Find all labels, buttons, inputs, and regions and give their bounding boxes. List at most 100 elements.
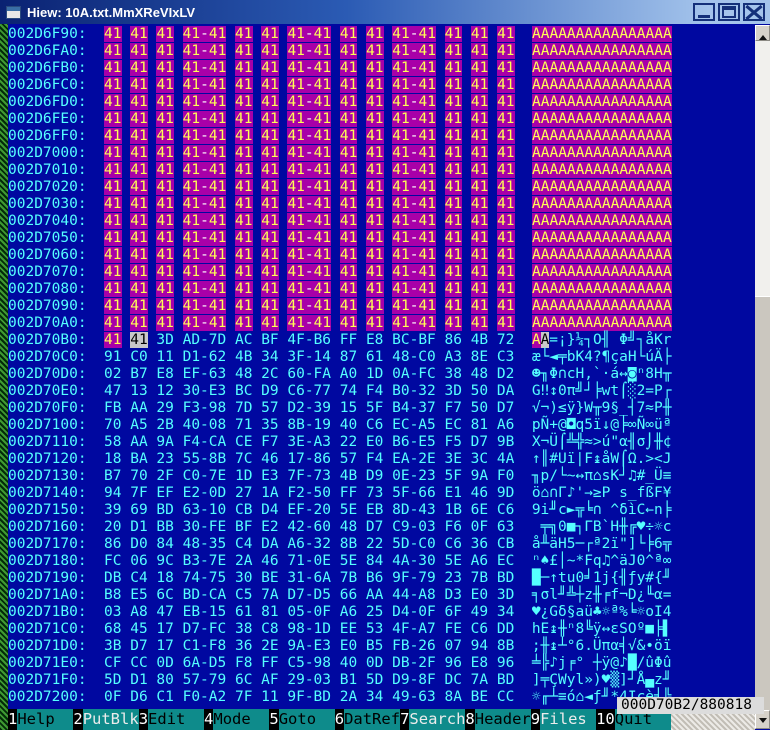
- hex-row[interactable]: 002D7120: 18 BA 23 55-8B 7C 46 17-86 57 …: [8, 451, 755, 468]
- row-hex-bytes[interactable]: 41 41 41 41-41 41 41 41-41 41 41 41-41 4…: [104, 196, 515, 212]
- row-ascii[interactable]: AAAAAAAAAAAAAAAA: [532, 264, 672, 280]
- row-ascii[interactable]: ╧╠♪j╒° ┼ÿ@♪█/ûΦû: [531, 655, 672, 671]
- row-hex-bytes[interactable]: 18 BA 23 55-8B 7C 46 17-86 57 F4 EA-2E 3…: [104, 451, 515, 467]
- row-hex-bytes[interactable]: 41 41 41 41-41 41 41 41-41 41 41 41-41 4…: [104, 77, 515, 93]
- hex-row[interactable]: 002D7020: 41 41 41 41-41 41 41 41-41 41 …: [8, 179, 755, 196]
- row-hex-bytes[interactable]: DB C4 18 74-75 30 BE 31-6A 7B B6 9F-79 2…: [104, 570, 515, 586]
- maximize-icon[interactable]: [718, 3, 740, 21]
- row-hex-bytes[interactable]: 41 41 41 41-41 41 41 41-41 41 41 41-41 4…: [104, 298, 515, 314]
- window-resize-border[interactable]: [0, 24, 8, 730]
- row-ascii[interactable]: AAAAAAAAAAAAAAAA: [532, 145, 672, 161]
- fkey-10-quit[interactable]: 10 Quit: [596, 709, 671, 730]
- row-ascii[interactable]: ╖p/└~↔π⌂sK┘♫#_Ü≡: [531, 468, 672, 484]
- hex-row[interactable]: 002D7150: 39 69 BD 63-10 CB D4 EF-20 5E …: [8, 502, 755, 519]
- row-ascii[interactable]: ╤╗0■┐ΓB`H╫╔♥÷☼c: [531, 519, 672, 535]
- row-hex-bytes[interactable]: CF CC 0D 6A-D5 F8 FF C5-98 40 0D DB-2F 9…: [104, 655, 515, 671]
- row-ascii[interactable]: AA=¡}¼┐O╢ Φ╝┐åKr: [531, 332, 672, 348]
- row-ascii[interactable]: AAAAAAAAAAAAAAAA: [532, 196, 672, 212]
- row-hex-bytes[interactable]: B7 70 2F C0-7E 1D E3 7F-73 4B D9 0E-23 5…: [104, 468, 515, 484]
- hex-row[interactable]: 002D7130: B7 70 2F C0-7E 1D E3 7F-73 4B …: [8, 468, 755, 485]
- titlebar[interactable]: Hiew: 10A.txt.MmXReVIxLV: [0, 0, 770, 24]
- row-ascii[interactable]: hE↨╫ⁿ8╚ÿ↔εSOº■╞▌: [531, 621, 672, 637]
- hex-row[interactable]: 002D7100: 70 A5 2B 40-08 71 35 8B-19 40 …: [8, 417, 755, 434]
- hex-row[interactable]: 002D6FC0: 41 41 41 41-41 41 41 41-41 41 …: [8, 77, 755, 94]
- row-ascii[interactable]: ☻╖Φ∩cH,`·á↔◙ⁿ8H╥: [531, 366, 672, 382]
- fkey-6-datref[interactable]: 6 DatRef: [334, 709, 400, 730]
- hex-row[interactable]: 002D6FA0: 41 41 41 41-41 41 41 41-41 41 …: [8, 43, 755, 60]
- row-ascii[interactable]: AAAAAAAAAAAAAAAA: [532, 298, 672, 314]
- row-ascii[interactable]: AAAAAAAAAAAAAAAA: [532, 247, 672, 263]
- row-ascii[interactable]: AAAAAAAAAAAAAAAA: [532, 213, 672, 229]
- fkey-7-search[interactable]: 7 Search: [400, 709, 465, 730]
- row-hex-bytes[interactable]: 3B D7 17 C1-F8 36 2E 9A-E3 E0 B5 FB-26 0…: [104, 638, 515, 654]
- row-hex-bytes[interactable]: 20 D1 BB 30-FE BF E2 42-60 48 D7 C9-03 F…: [104, 519, 515, 535]
- row-ascii[interactable]: AAAAAAAAAAAAAAAA: [532, 77, 672, 93]
- hex-row[interactable]: 002D7180: FC 06 9C B3-7E 2A 46 71-0E 5E …: [8, 553, 755, 570]
- hex-row[interactable]: 002D7190: DB C4 18 74-75 30 BE 31-6A 7B …: [8, 570, 755, 587]
- row-ascii[interactable]: AAAAAAAAAAAAAAAA: [532, 111, 672, 127]
- hex-row[interactable]: 002D70F0: FB AA 29 F3-98 7D 57 D2-39 15 …: [8, 400, 755, 417]
- row-ascii[interactable]: 9i╜c►╦╘∩ ^δìC←n╞: [531, 502, 672, 518]
- row-ascii[interactable]: AAAAAAAAAAAAAAAA: [532, 128, 672, 144]
- fkey-3-edit[interactable]: 3 Edit: [138, 709, 204, 730]
- hex-row[interactable]: 002D7160: 20 D1 BB 30-FE BF E2 42-60 48 …: [8, 519, 755, 536]
- row-hex-bytes[interactable]: 86 D0 84 48-35 C4 DA A6-32 8B 22 5D-C0 C…: [104, 536, 515, 552]
- fkey-8-header[interactable]: 8 Header: [465, 709, 531, 730]
- hex-row[interactable]: 002D71F0: 5D D1 80 57-79 6C AF 29-03 B1 …: [8, 672, 755, 689]
- row-hex-bytes[interactable]: FB AA 29 F3-98 7D 57 D2-39 15 5F B4-37 F…: [104, 400, 515, 416]
- row-hex-bytes[interactable]: 02 B7 E8 EF-63 48 2C 60-FA A0 1D 0A-FC 3…: [104, 366, 515, 382]
- row-hex-bytes[interactable]: 47 13 12 30-E3 BC D9 C6-77 74 F4 B0-32 3…: [104, 383, 515, 399]
- hex-row[interactable]: 002D7050: 41 41 41 41-41 41 41 41-41 41 …: [8, 230, 755, 247]
- row-hex-bytes[interactable]: 41 41 3D AD-7D AC BF 4F-B6 FF E8 BC-BF 8…: [104, 332, 515, 348]
- hex-row[interactable]: 002D7030: 41 41 41 41-41 41 41 41-41 41 …: [8, 196, 755, 213]
- row-ascii[interactable]: √¬)≤ÿ}W╥9§_┤7≈P╫: [531, 400, 672, 416]
- hex-row[interactable]: 002D71B0: 03 A8 47 EB-15 61 81 05-0F A6 …: [8, 604, 755, 621]
- row-hex-bytes[interactable]: 41 41 41 41-41 41 41 41-41 41 41 41-41 4…: [104, 264, 515, 280]
- hex-row[interactable]: 002D6FE0: 41 41 41 41-41 41 41 41-41 41 …: [8, 111, 755, 128]
- fkey-1-help[interactable]: 1 Help: [8, 709, 73, 730]
- row-hex-bytes[interactable]: 68 45 17 D7-FC 38 C8 98-1D EE 53 4F-A7 F…: [104, 621, 515, 637]
- row-hex-bytes[interactable]: 41 41 41 41-41 41 41 41-41 41 41 41-41 4…: [104, 145, 515, 161]
- row-hex-bytes[interactable]: 0F D6 C1 F0-A2 7F 11 9F-BD 2A 34 49-63 8…: [104, 689, 515, 705]
- row-ascii[interactable]: AAAAAAAAAAAAAAAA: [532, 281, 672, 297]
- hex-row[interactable]: 002D71D0: 3B D7 17 C1-F8 36 2E 9A-E3 E0 …: [8, 638, 755, 655]
- hex-row[interactable]: 002D7070: 41 41 41 41-41 41 41 41-41 41 …: [8, 264, 755, 281]
- row-hex-bytes[interactable]: 41 41 41 41-41 41 41 41-41 41 41 41-41 4…: [104, 111, 515, 127]
- row-hex-bytes[interactable]: 41 41 41 41-41 41 41 41-41 41 41 41-41 4…: [104, 162, 515, 178]
- row-hex-bytes[interactable]: 41 41 41 41-41 41 41 41-41 41 41 41-41 4…: [104, 179, 515, 195]
- row-hex-bytes[interactable]: 41 41 41 41-41 41 41 41-41 41 41 41-41 4…: [104, 128, 515, 144]
- scrollbar-thumb[interactable]: [755, 296, 770, 710]
- hex-row[interactable]: 002D7000: 41 41 41 41-41 41 41 41-41 41 …: [8, 145, 755, 162]
- row-ascii[interactable]: ↑║#Uï|F↨åW⌠Ω.><J: [531, 451, 672, 467]
- hex-row[interactable]: 002D71C0: 68 45 17 D7-FC 38 C8 98-1D EE …: [8, 621, 755, 638]
- hex-row[interactable]: 002D70A0: 41 41 41 41-41 41 41 41-41 41 …: [8, 315, 755, 332]
- row-ascii[interactable]: æ└◄╤bK4?¶çaH└úÄ├: [531, 349, 672, 365]
- hex-row[interactable]: 002D7010: 41 41 41 41-41 41 41 41-41 41 …: [8, 162, 755, 179]
- row-ascii[interactable]: AAAAAAAAAAAAAAAA: [532, 94, 672, 110]
- hex-row[interactable]: 002D7080: 41 41 41 41-41 41 41 41-41 41 …: [8, 281, 755, 298]
- hex-row[interactable]: 002D71A0: B8 E5 6C BD-CA C5 7A D7-D5 66 …: [8, 587, 755, 604]
- row-hex-bytes[interactable]: 41 41 41 41-41 41 41 41-41 41 41 41-41 4…: [104, 230, 515, 246]
- row-ascii[interactable]: AAAAAAAAAAAAAAAA: [532, 179, 672, 195]
- hex-row[interactable]: 002D70B0: 41 41 3D AD-7D AC BF 4F-B6 FF …: [8, 332, 755, 349]
- row-hex-bytes[interactable]: 41 41 41 41-41 41 41 41-41 41 41 41-41 4…: [104, 60, 515, 76]
- row-ascii[interactable]: ;╫↨┴°6.Üπα╡√&•öï: [531, 638, 672, 654]
- row-hex-bytes[interactable]: 03 A8 47 EB-15 61 81 05-0F A6 25 D4-0F 6…: [104, 604, 515, 620]
- row-ascii[interactable]: ö⌂∩Γ♪'→≥P s_fßF¥: [531, 485, 672, 501]
- row-ascii[interactable]: AAAAAAAAAAAAAAAA: [532, 230, 672, 246]
- hex-row[interactable]: 002D7110: 58 AA 9A F4-CA CE F7 3E-A3 22 …: [8, 434, 755, 451]
- vertical-scrollbar[interactable]: [755, 41, 770, 710]
- row-hex-bytes[interactable]: 94 7F EF E2-0D 27 1A F2-50 FF 73 5F-66 E…: [104, 485, 515, 501]
- row-ascii[interactable]: X¬Ü⌠╩╬≈>ú"α╢σ⌡╫¢: [531, 434, 672, 450]
- hex-row[interactable]: 002D7200: 0F D6 C1 F0-A2 7F 11 9F-BD 2A …: [8, 689, 755, 706]
- hex-row[interactable]: 002D70D0: 02 B7 E8 EF-63 48 2C 60-FA A0 …: [8, 366, 755, 383]
- hex-row[interactable]: 002D7170: 86 D0 84 48-35 C4 DA A6-32 8B …: [8, 536, 755, 553]
- row-ascii[interactable]: G‼↕0π╝┘╞wt⌠░2=P┌: [531, 383, 672, 399]
- row-hex-bytes[interactable]: 41 41 41 41-41 41 41 41-41 41 41 41-41 4…: [104, 43, 515, 59]
- row-ascii[interactable]: AAAAAAAAAAAAAAAA: [532, 60, 672, 76]
- hex-row[interactable]: 002D71E0: CF CC 0D 6A-D5 F8 FF C5-98 40 …: [8, 655, 755, 672]
- row-hex-bytes[interactable]: 41 41 41 41-41 41 41 41-41 41 41 41-41 4…: [104, 281, 515, 297]
- hex-row[interactable]: 002D6FB0: 41 41 41 41-41 41 41 41-41 41 …: [8, 60, 755, 77]
- row-hex-bytes[interactable]: 70 A5 2B 40-08 71 35 8B-19 40 C6 EC-A5 E…: [104, 417, 515, 433]
- hex-row[interactable]: 002D6FF0: 41 41 41 41-41 41 41 41-41 41 …: [8, 128, 755, 145]
